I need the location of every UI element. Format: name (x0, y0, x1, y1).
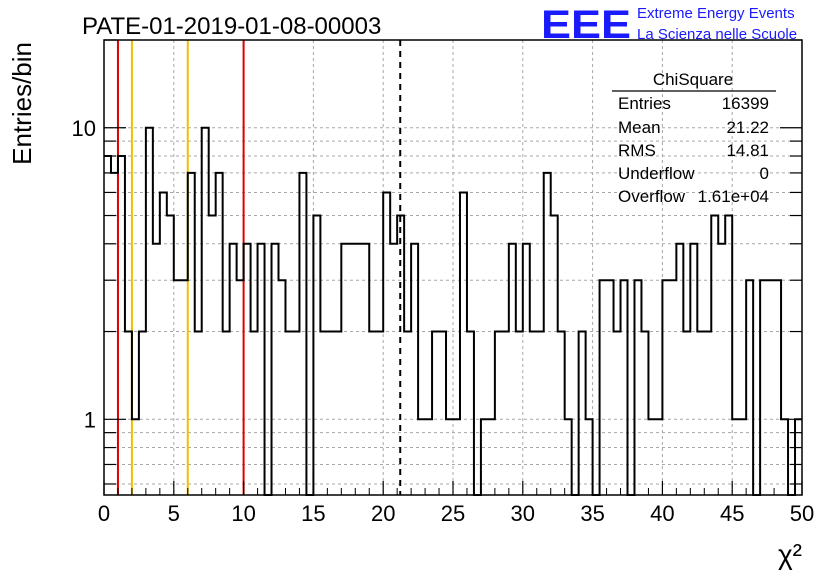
x-tick-label: 40 (650, 501, 674, 526)
chart-title: PATE-01-2019-01-08-00003 (82, 13, 381, 40)
x-tick-label: 10 (231, 501, 255, 526)
stats-underflow-value: 0 (760, 164, 769, 183)
x-axis-label: χ² (778, 539, 802, 570)
stats-entries-value: 16399 (722, 94, 769, 113)
x-tick-label: 15 (301, 501, 325, 526)
logo: EEE Extreme Energy Events La Scienza nel… (541, 3, 797, 47)
x-tick-label: 5 (168, 501, 180, 526)
reference-lines (116, 40, 402, 495)
y-tick-label: 1 (84, 407, 96, 432)
stats-box: ChiSquare Entries 16399 Mean 21.22 RMS 1… (612, 70, 776, 206)
x-tick-label: 50 (790, 501, 814, 526)
logo-line-2: La Scienza nelle Scuole (637, 26, 797, 43)
stats-entries-label: Entries (618, 94, 671, 113)
x-tick-label: 30 (511, 501, 535, 526)
stats-underflow-label: Underflow (618, 164, 695, 183)
x-tick-label: 25 (441, 501, 465, 526)
x-tick-label: 0 (98, 501, 110, 526)
y-axis-label: Entries/bin (7, 42, 37, 165)
tick-labels: 0 5 10 15 20 25 30 35 40 45 50 1 10 (72, 116, 815, 526)
stats-rms-value: 14.81 (726, 141, 769, 160)
logo-mark: EEE (541, 3, 631, 47)
stats-rms-label: RMS (618, 141, 656, 160)
stats-mean-value: 21.22 (726, 118, 769, 137)
y-tick-label: 10 (72, 116, 96, 141)
axis-ticks (103, 39, 803, 495)
stats-title: ChiSquare (653, 70, 733, 89)
stats-overflow-label: Overflow (618, 187, 686, 206)
stats-overflow-value: 1.61e+04 (698, 187, 769, 206)
stats-mean-label: Mean (618, 118, 661, 137)
x-tick-label: 45 (720, 501, 744, 526)
logo-line-1: Extreme Energy Events (637, 5, 795, 22)
x-tick-label: 20 (371, 501, 395, 526)
x-tick-label: 35 (580, 501, 604, 526)
histogram-outline (104, 126, 802, 496)
